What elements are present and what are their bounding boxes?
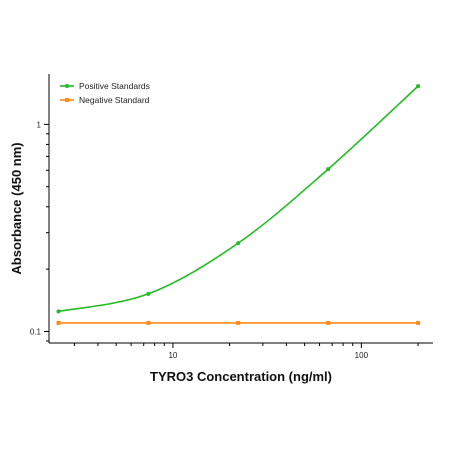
data-point-positive	[56, 309, 61, 314]
ticks: 10 100 0.1 1	[30, 120, 419, 360]
series-layer	[56, 84, 421, 325]
data-point-negative	[56, 320, 61, 325]
data-point-negative	[236, 320, 241, 325]
axes	[48, 74, 433, 344]
y-tick-label: 0.1	[30, 327, 42, 336]
y-axis-title: Absorbance (450 nm)	[9, 142, 24, 274]
series-line-positive	[58, 85, 419, 313]
data-point-negative	[146, 320, 151, 325]
data-point-positive	[326, 167, 331, 172]
legend-marker	[65, 84, 69, 88]
x-tick-label: 100	[355, 351, 369, 360]
data-point-positive	[236, 241, 241, 246]
legend: Positive Standards Negative Standard	[60, 81, 150, 105]
legend-label: Negative Standard	[79, 95, 150, 105]
legend-label: Positive Standards	[79, 81, 150, 91]
y-tick-label: 1	[37, 120, 42, 129]
data-point-positive	[146, 291, 151, 296]
x-axis-title: TYRO3 Concentration (ng/ml)	[150, 369, 332, 384]
x-tick-label: 10	[168, 351, 177, 360]
data-point-negative	[326, 320, 331, 325]
data-point-negative	[416, 320, 421, 325]
data-point-positive	[416, 84, 421, 89]
legend-marker	[65, 98, 69, 102]
